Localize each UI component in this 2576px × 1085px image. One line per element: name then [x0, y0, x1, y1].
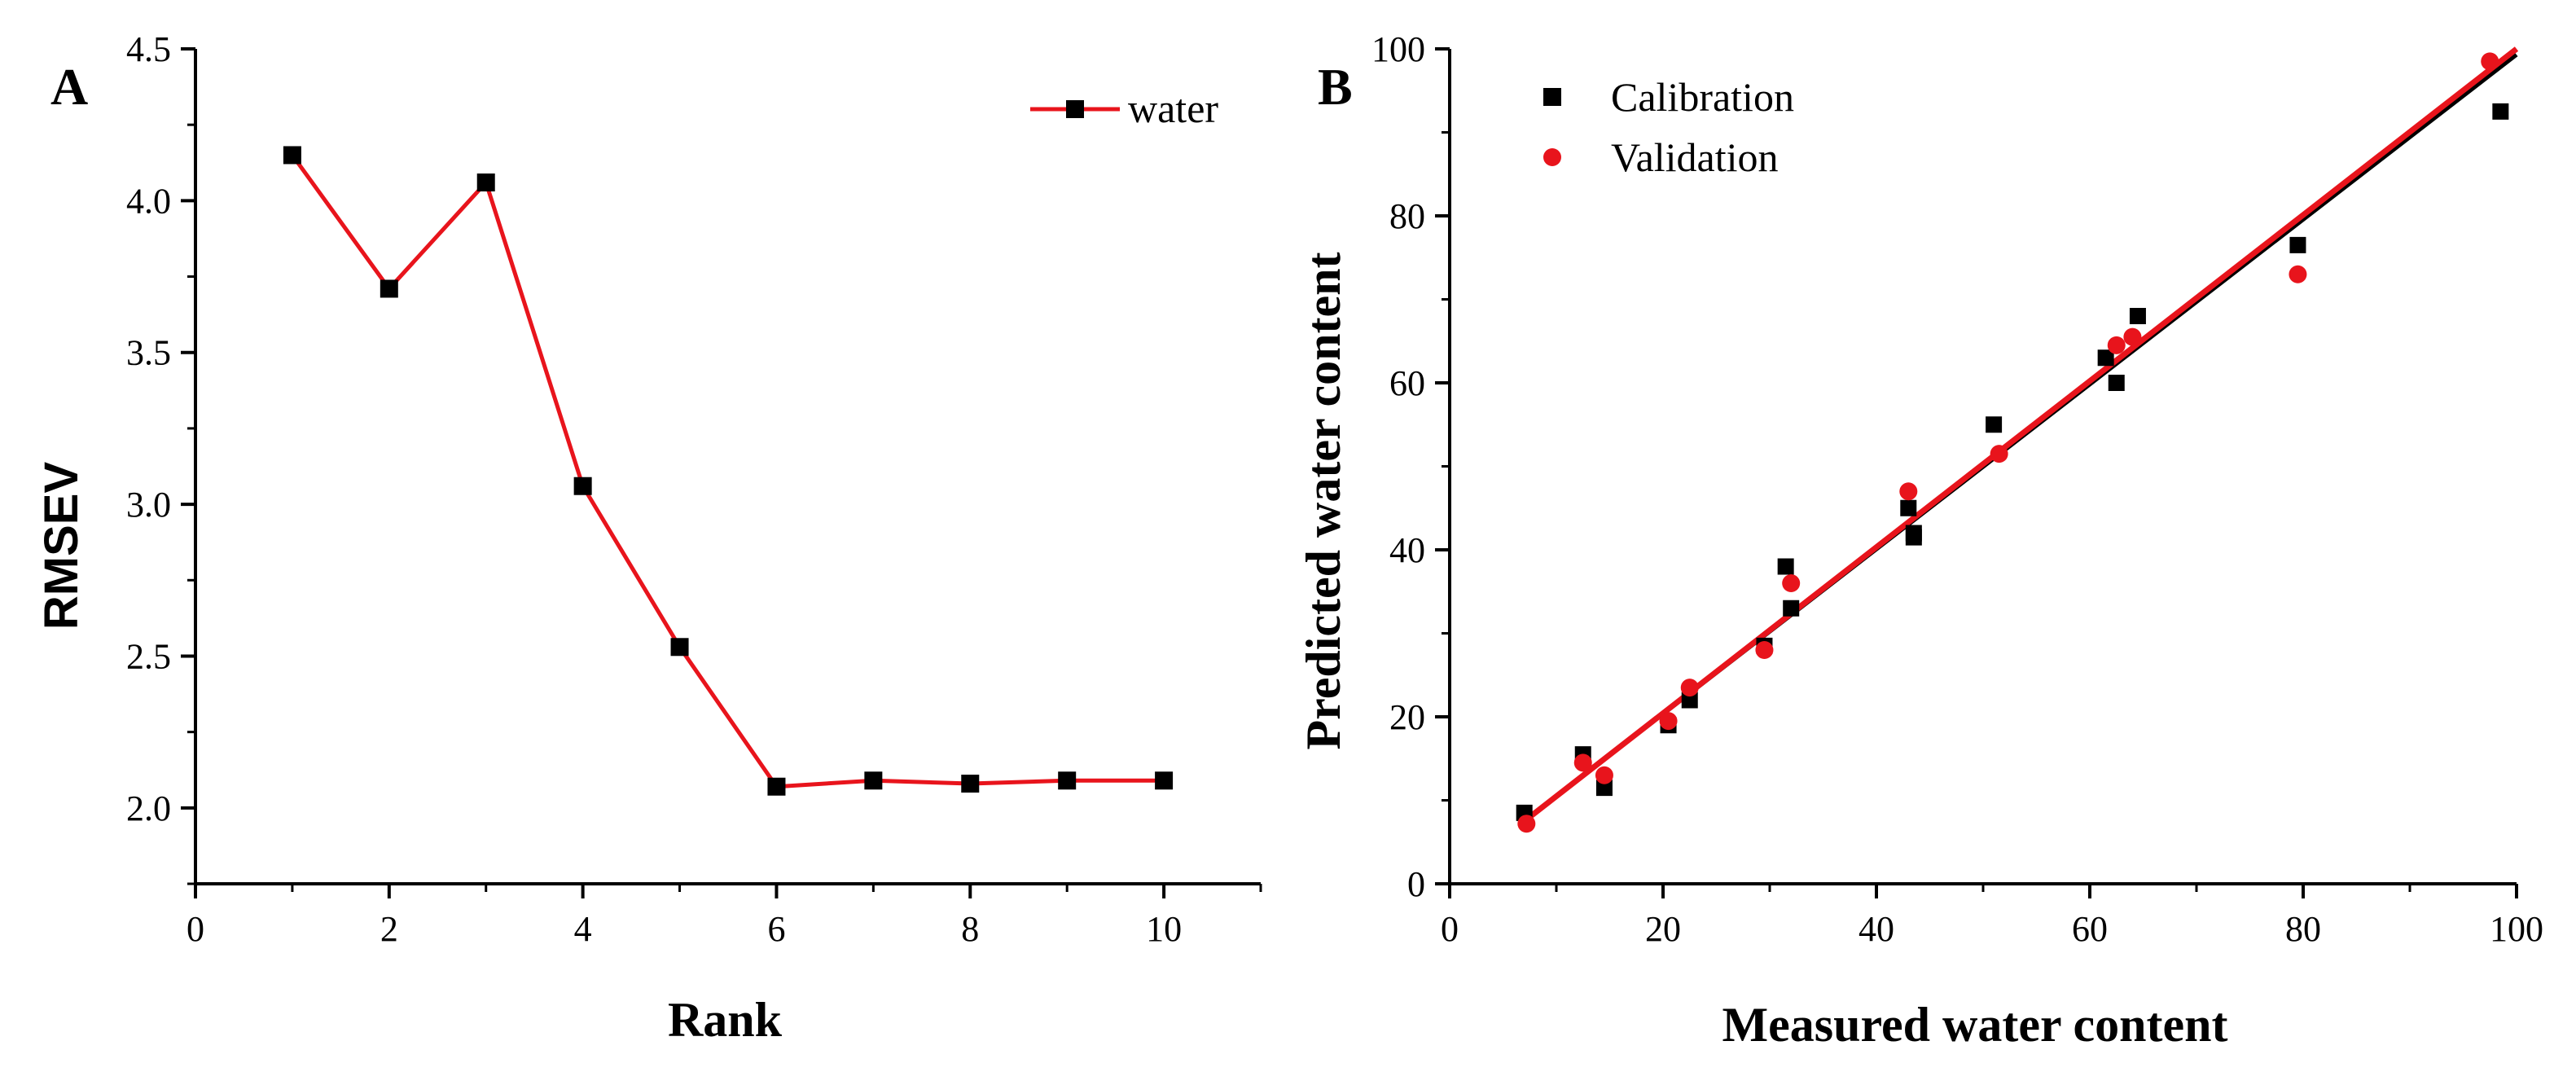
panel-a-y-tick-label: 3.5	[126, 333, 171, 373]
legend-validation-label: Validation	[1611, 134, 1779, 180]
calibration-point	[1595, 780, 1613, 797]
legend-calibration-marker	[1543, 88, 1561, 106]
validation-point	[2289, 265, 2307, 283]
panel-b-axes: 0 20 40 60 80 100 0 20 40 60 80 100	[1371, 29, 2543, 949]
panel-b-y-tick-label: 40	[1389, 530, 1425, 570]
water-point	[1058, 771, 1077, 790]
panel-b-y-tick-label: 20	[1389, 697, 1425, 737]
water-point	[1155, 771, 1174, 790]
water-point	[283, 146, 301, 165]
panel-a-y-axis-title: RMSEV	[35, 462, 88, 630]
panel-b-x-axis-title: Measured water content	[1722, 998, 2228, 1052]
water-point	[573, 477, 592, 495]
legend-water-label: water	[1128, 86, 1218, 131]
panel-a-x-tick-label: 6	[767, 909, 785, 949]
legend-calibration-label: Calibration	[1611, 74, 1794, 120]
water-point	[380, 279, 398, 298]
validation-point	[1573, 753, 1592, 772]
panel-a-y-tick-label: 4.5	[126, 29, 171, 69]
panel-b-predicted-vs-measured: B Predicted water content Measured water…	[1297, 29, 2543, 1052]
calibration-point	[1905, 529, 1922, 546]
panel-b-y-axis-title: Predicted water content	[1297, 253, 1350, 750]
validation-point	[1659, 712, 1678, 731]
panel-a-y-tick-label: 3.0	[126, 485, 171, 525]
panel-b-legend: Calibration Validation	[1543, 74, 1794, 180]
validation-point	[2123, 327, 2142, 346]
water-point	[961, 775, 980, 793]
water-series-line	[290, 153, 1165, 789]
panel-b-y-tick-label: 80	[1389, 196, 1425, 236]
calibration-point	[1777, 558, 1794, 575]
panel-a-y-tick-label: 2.0	[126, 788, 171, 828]
panel-b-letter: B	[1318, 58, 1353, 116]
panel-a-legend: water	[1030, 86, 1218, 131]
validation-point	[2107, 336, 2126, 354]
panel-a-y-tick-label: 4.0	[126, 181, 171, 221]
panel-a-x-tick-label: 8	[961, 909, 979, 949]
panel-a-x-axis-title: Rank	[668, 993, 783, 1047]
panel-b-x-tick-label: 100	[2490, 909, 2543, 949]
legend-validation-marker	[1543, 148, 1561, 166]
calibration-point	[2492, 103, 2509, 120]
validation-point	[1782, 574, 1801, 592]
panel-a-letter: A	[50, 58, 88, 116]
validation-point	[2481, 52, 2499, 71]
water-point	[476, 174, 495, 191]
calibration-point	[1681, 692, 1698, 709]
panel-b-x-tick-label: 60	[2072, 909, 2108, 949]
panel-a-x-tick-label: 4	[574, 909, 592, 949]
validation-point	[1680, 679, 1699, 697]
panel-a-y-tick-label: 2.5	[126, 636, 171, 676]
validation-point	[1517, 815, 1536, 833]
panel-a-rmsev-vs-rank: A RMSEV Rank 0 2 4 6 8 10 2.0 2.5 3.0 3.5 4.0 4.5 w…	[35, 29, 1262, 1047]
calibration-point	[2108, 375, 2125, 391]
water-point	[767, 777, 786, 796]
validation-point	[1755, 641, 1774, 659]
panel-b-y-tick-label: 60	[1389, 363, 1425, 403]
panel-a-x-tick-label: 2	[380, 909, 398, 949]
panel-b-y-tick-label: 100	[1371, 29, 1425, 69]
legend-water-marker	[1066, 100, 1084, 118]
validation-point	[1899, 482, 1918, 501]
calibration-point	[1900, 499, 1917, 516]
calibration-point	[2097, 349, 2114, 367]
panel-b-x-tick-label: 80	[2285, 909, 2321, 949]
panel-b-x-tick-label: 20	[1645, 909, 1681, 949]
panel-b-y-tick-label: 0	[1407, 864, 1425, 904]
panel-a-x-tick-label: 0	[187, 909, 204, 949]
calibration-point	[2129, 308, 2146, 324]
panel-a-data	[283, 146, 1174, 796]
panel-a-x-tick-label: 10	[1146, 909, 1182, 949]
panel-b-x-tick-label: 40	[1858, 909, 1894, 949]
validation-point	[1990, 445, 2008, 463]
calibration-point	[2289, 236, 2306, 253]
water-point	[670, 638, 689, 657]
water-point	[864, 771, 883, 790]
calibration-point	[1986, 416, 2003, 433]
calibration-point	[1783, 600, 1800, 617]
validation-point	[1595, 766, 1613, 784]
panel-b-x-tick-label: 0	[1441, 909, 1459, 949]
panel-a-axes: 0 2 4 6 8 10 2.0 2.5 3.0 3.5 4.0 4.5	[126, 29, 1262, 949]
panel-b-data	[1516, 46, 2519, 833]
